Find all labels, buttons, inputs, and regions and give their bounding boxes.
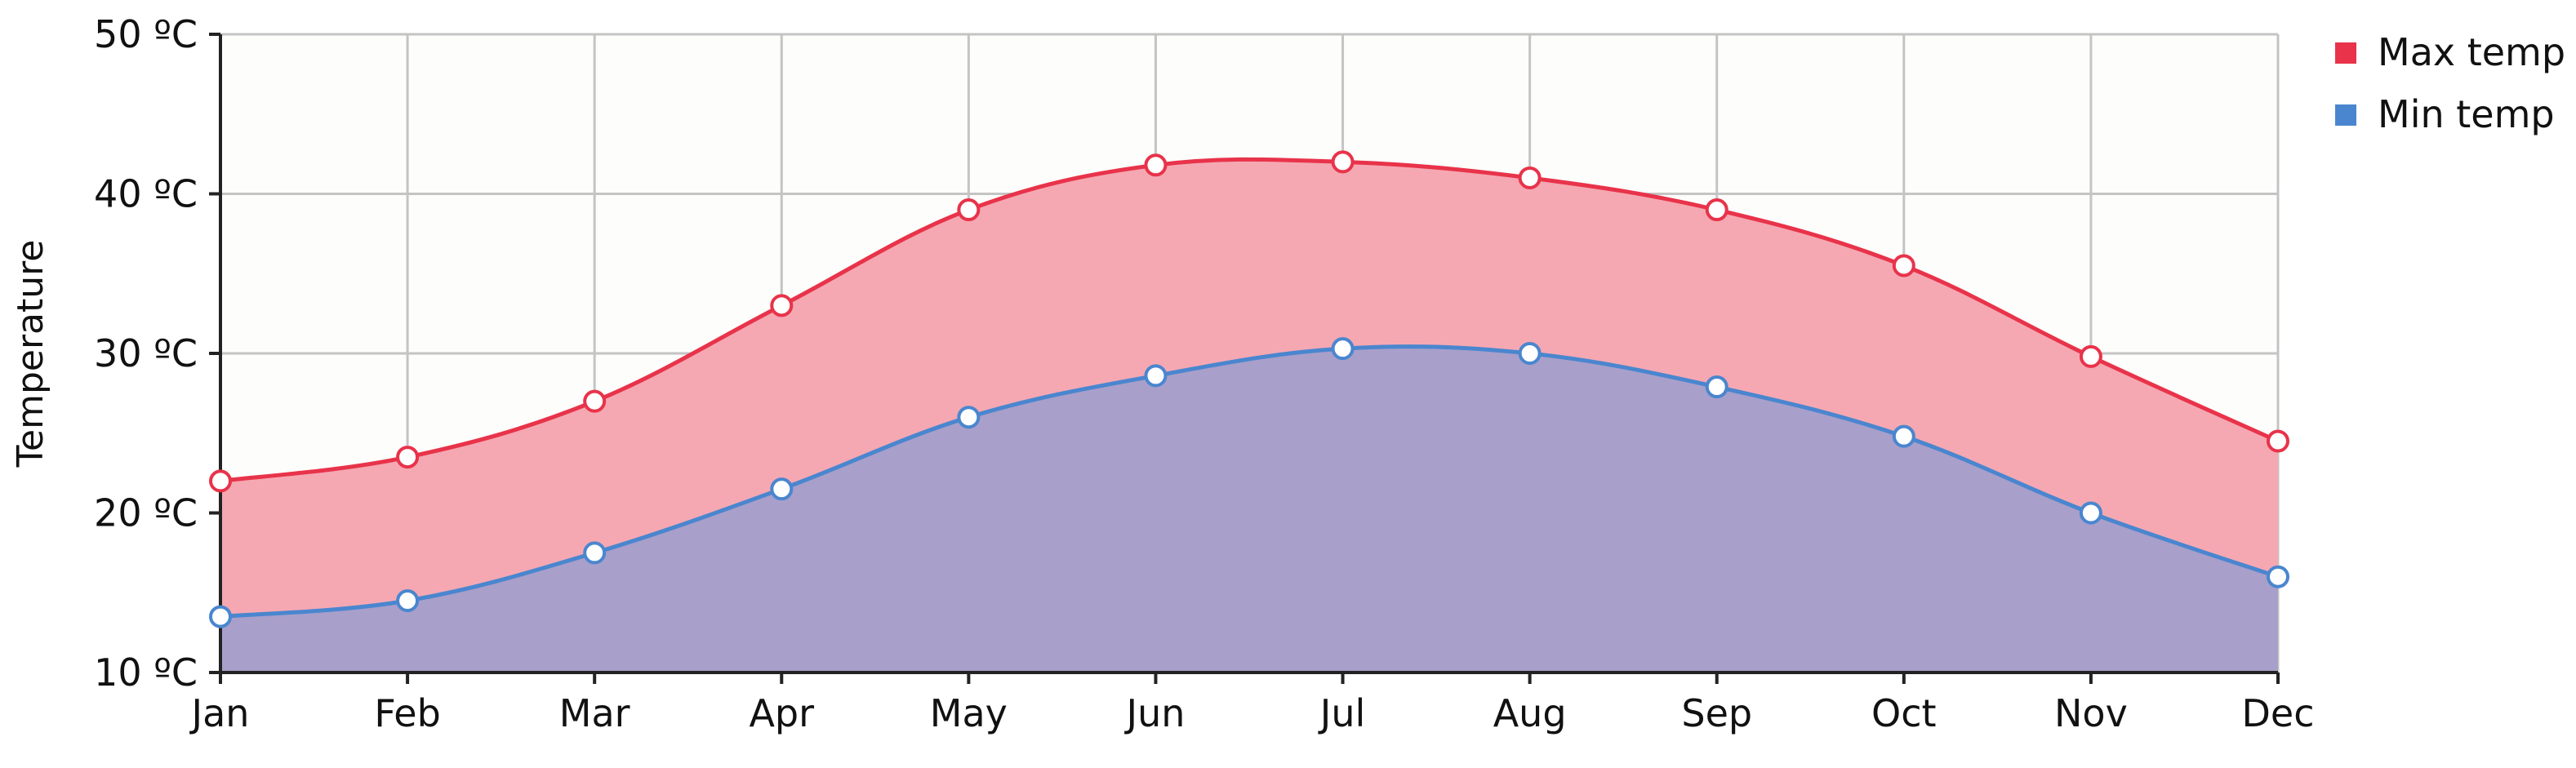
legend-swatch bbox=[2335, 42, 2356, 64]
data-point-series-2 bbox=[1518, 342, 1542, 365]
data-point-series-2 bbox=[1892, 424, 1915, 448]
x-tick-label: Feb bbox=[374, 691, 440, 735]
data-point-series-2 bbox=[1331, 337, 1355, 361]
area-fill-series-2 bbox=[220, 346, 2278, 673]
x-tick-label: Dec bbox=[2241, 691, 2314, 735]
area-fills bbox=[220, 159, 2278, 673]
legend-label: Min temp bbox=[2378, 92, 2555, 136]
data-point-series-1 bbox=[583, 389, 607, 413]
data-point-series-1 bbox=[1331, 150, 1355, 174]
x-tick-label: Jan bbox=[189, 691, 250, 735]
x-tick-label: Mar bbox=[559, 691, 630, 735]
x-tick-label: Apr bbox=[749, 691, 814, 735]
series-lines bbox=[220, 157, 2280, 619]
data-point-series-2 bbox=[396, 589, 420, 613]
data-point-series-1 bbox=[957, 198, 981, 222]
x-tick-label: May bbox=[930, 691, 1008, 735]
data-point-series-2 bbox=[2267, 565, 2289, 588]
y-axis-title: Temperature bbox=[10, 240, 51, 468]
line-series-2 bbox=[220, 344, 2279, 619]
data-point-series-1 bbox=[1518, 166, 1542, 189]
data-point-series-2 bbox=[770, 477, 794, 501]
data-point-series-2 bbox=[1705, 375, 1728, 399]
x-tick-label: Jun bbox=[1124, 691, 1186, 735]
data-point-series-1 bbox=[2079, 344, 2102, 368]
data-point-series-2 bbox=[957, 406, 981, 429]
y-tick-label: 40 ºC bbox=[94, 172, 198, 216]
y-tick-label: 20 ºC bbox=[94, 491, 198, 535]
legend: Max temp Min temp bbox=[2335, 30, 2565, 136]
legend-swatch bbox=[2335, 104, 2356, 126]
data-point-series-2 bbox=[583, 541, 607, 565]
y-tick-label: 50 ºC bbox=[94, 12, 198, 56]
data-point-series-2 bbox=[209, 605, 232, 628]
data-point-series-1 bbox=[770, 294, 794, 317]
data-point-series-2 bbox=[2079, 501, 2102, 525]
x-tick-label: Jul bbox=[1318, 691, 1366, 735]
data-point-series-2 bbox=[1144, 364, 1168, 388]
tick-labels: Jan Feb Mar Apr May Jun Jul Aug Sep Oct Nov Dec 10 º… bbox=[94, 12, 2314, 735]
data-point-series-1 bbox=[396, 446, 420, 469]
x-tick-label: Aug bbox=[1493, 691, 1567, 735]
x-tick-label: Sep bbox=[1681, 691, 1752, 735]
data-points bbox=[209, 150, 2289, 628]
axes bbox=[209, 33, 2280, 684]
y-tick-label: 30 ºC bbox=[94, 331, 198, 375]
line-series-1 bbox=[220, 157, 2280, 483]
data-point-series-1 bbox=[209, 469, 232, 493]
legend-item-2[interactable]: Min temp bbox=[2335, 92, 2555, 136]
data-point-series-1 bbox=[1892, 254, 1915, 277]
legend-label: Max temp bbox=[2378, 30, 2565, 74]
data-point-series-1 bbox=[2267, 429, 2289, 453]
data-point-series-1 bbox=[1144, 153, 1168, 177]
legend-item-1[interactable]: Max temp bbox=[2335, 30, 2565, 74]
x-tick-label: Oct bbox=[1871, 691, 1937, 735]
x-tick-label: Nov bbox=[2054, 691, 2128, 735]
y-tick-label: 10 ºC bbox=[94, 650, 198, 695]
data-point-series-1 bbox=[1705, 198, 1728, 222]
